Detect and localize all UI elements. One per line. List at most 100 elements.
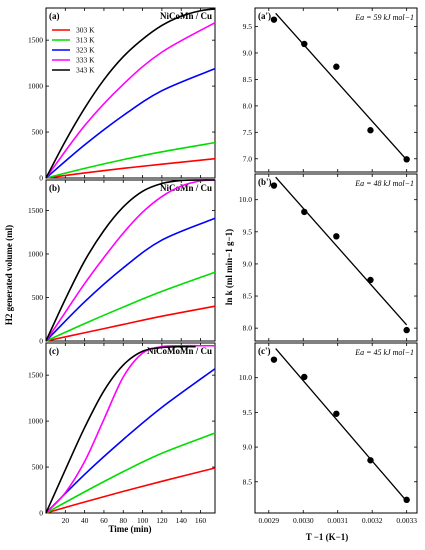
x-tick-label: 0.0030 bbox=[293, 516, 314, 525]
panel-title: NiCoMn / Cu bbox=[160, 183, 212, 193]
y-tick-label: 9.0 bbox=[243, 443, 253, 452]
data-point bbox=[367, 276, 374, 284]
y-tick-label: 10.0 bbox=[239, 195, 252, 204]
panel-label: (a) bbox=[49, 11, 60, 21]
series-line-343-K bbox=[45, 179, 216, 342]
series-line-303-K bbox=[45, 467, 216, 514]
y-tick-label: 9.5 bbox=[243, 22, 253, 31]
activation-energy-label: Ea = 45 kJ mol−1 bbox=[354, 348, 414, 357]
data-point bbox=[403, 326, 410, 334]
y-tick-label: 1000 bbox=[28, 249, 43, 258]
y-tick-label: 1500 bbox=[28, 371, 43, 380]
y-tick-label: 500 bbox=[32, 128, 44, 137]
series-line-333-K bbox=[45, 179, 216, 342]
data-point bbox=[367, 127, 374, 134]
data-point bbox=[333, 233, 340, 240]
data-point bbox=[270, 182, 278, 189]
activation-energy-label: Ea = 59 kJ mol−1 bbox=[354, 13, 414, 22]
data-point bbox=[301, 373, 308, 381]
plot-frame bbox=[254, 7, 418, 173]
x-tick-label: 0.0032 bbox=[362, 516, 383, 525]
panel-5: 8.0 8.5 9.0 9.5 10.0 (b') Ea = 48 kJ mol−1 bbox=[239, 173, 418, 342]
x-tick-label: 80 bbox=[120, 516, 128, 525]
y-tick-label: 8.5 bbox=[243, 477, 253, 486]
data-point bbox=[301, 40, 308, 48]
y-tick-label: 500 bbox=[32, 463, 44, 472]
x-tick-label: 0.0029 bbox=[258, 516, 279, 525]
series-line-303-K bbox=[45, 305, 216, 342]
legend-label: 343 K bbox=[76, 66, 95, 75]
legend-label: 333 K bbox=[76, 56, 95, 65]
y-tick-label: 9.5 bbox=[243, 408, 253, 417]
series-line-343-K bbox=[45, 8, 216, 179]
y-tick-label: 1500 bbox=[28, 206, 43, 215]
x-tick-label: 120 bbox=[156, 516, 168, 525]
series-line-333-K bbox=[45, 22, 216, 179]
series-line-343-K bbox=[45, 345, 196, 514]
data-point bbox=[367, 457, 374, 464]
y-tick-label: 500 bbox=[32, 293, 44, 302]
series-line-313-K bbox=[45, 271, 216, 342]
y-tick-label: 7.5 bbox=[243, 128, 253, 137]
panel-label: (c) bbox=[49, 346, 59, 356]
data-point bbox=[270, 356, 278, 363]
y-tick-label: 8.0 bbox=[243, 324, 253, 333]
x-tick-label: 60 bbox=[100, 516, 108, 525]
data-point bbox=[270, 16, 278, 23]
panel-6: 8.5 9.0 9.5 10.0 0.0029 0.0030 0.0031 0.0032 0.0… bbox=[239, 342, 418, 525]
series-line-323-K bbox=[45, 67, 216, 179]
plot-frame bbox=[45, 342, 216, 514]
plot-frame bbox=[45, 7, 216, 179]
y-tick-label: 8.0 bbox=[243, 101, 253, 110]
fit-line bbox=[275, 176, 408, 326]
data-point bbox=[403, 156, 410, 163]
panel-2: 0 500 1000 1500 (b) NiCoMn / Cu bbox=[28, 179, 216, 346]
x-tick-label: 20 bbox=[62, 516, 70, 525]
y-tick-label: 1000 bbox=[28, 82, 43, 91]
left-x-axis-label: Time (min) bbox=[108, 524, 151, 534]
x-tick-label: 40 bbox=[81, 516, 89, 525]
y-tick-label: 0 bbox=[39, 509, 43, 518]
legend-label: 313 K bbox=[76, 36, 95, 45]
y-tick-label: 0 bbox=[39, 337, 43, 346]
left-y-axis-label: H2 generated volume (ml) bbox=[4, 225, 14, 325]
y-tick-label: 8.5 bbox=[243, 75, 253, 84]
x-tick-label: 0.0033 bbox=[396, 516, 417, 525]
y-tick-label: 1500 bbox=[28, 36, 43, 45]
right-y-axis-label: ln k (ml min−1 g−1) bbox=[224, 229, 234, 305]
y-tick-label: 9.0 bbox=[243, 259, 253, 268]
y-tick-label: 7.0 bbox=[243, 154, 253, 163]
series-line-313-K bbox=[45, 432, 216, 514]
panel-title: NiCoMn / Cu bbox=[160, 11, 212, 21]
fit-line bbox=[275, 348, 408, 502]
panel-4: 7.0 7.5 8.0 8.5 9.0 9.5 (a') Ea = 59 kJ mol−1 bbox=[243, 7, 418, 173]
y-tick-label: 9.5 bbox=[243, 227, 253, 236]
legend-label: 303 K bbox=[76, 26, 95, 35]
y-tick-label: 9.0 bbox=[243, 48, 253, 57]
series-line-313-K bbox=[45, 141, 216, 179]
x-tick-label: 140 bbox=[176, 516, 188, 525]
panel-label: (c') bbox=[258, 346, 271, 356]
y-tick-label: 0 bbox=[39, 174, 43, 183]
series-line-333-K bbox=[45, 344, 215, 514]
data-point bbox=[333, 410, 340, 417]
y-tick-label: 10.0 bbox=[239, 373, 252, 382]
plot-frame bbox=[254, 173, 418, 342]
panel-3: 0 500 1000 1500 20 40 60 80 100 120 140 160 (c) NiCoM… bbox=[28, 342, 216, 525]
panel-label: (a') bbox=[258, 11, 271, 21]
series-line-303-K bbox=[45, 157, 216, 179]
x-tick-label: 160 bbox=[195, 516, 207, 525]
y-tick-label: 1000 bbox=[28, 417, 43, 426]
panel-label: (b') bbox=[258, 177, 272, 187]
legend-label: 323 K bbox=[76, 46, 95, 55]
panel-title: NiCoMoMn / Cu bbox=[147, 346, 212, 356]
x-tick-label: 100 bbox=[137, 516, 149, 525]
right-x-axis-label: T −1 (K−1) bbox=[306, 532, 349, 542]
series-line-323-K bbox=[45, 368, 216, 514]
x-tick-label: 0.0031 bbox=[327, 516, 348, 525]
y-tick-label: 8.5 bbox=[243, 292, 253, 301]
activation-energy-label: Ea = 48 kJ mol−1 bbox=[354, 179, 414, 188]
